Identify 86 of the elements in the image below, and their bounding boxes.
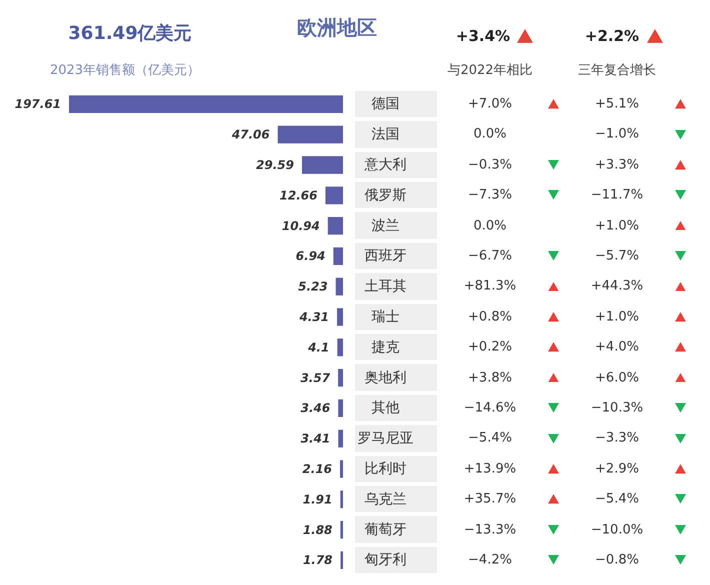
data-label: 197.61 — [14, 96, 62, 111]
text: +3.4% — [456, 27, 510, 45]
y-tick-label: 法国 — [371, 126, 400, 142]
bar — [336, 278, 343, 296]
text: −5.4% — [468, 430, 512, 446]
bar — [338, 368, 343, 386]
data-label: 3.41 — [300, 431, 330, 446]
text: +7.0% — [468, 96, 512, 112]
data-label: 1.78 — [302, 552, 333, 567]
text: 三年复合增长 — [578, 62, 656, 79]
chart-title: 欧洲地区 — [297, 14, 377, 42]
y-tick-label: 德国 — [371, 96, 400, 112]
text: −10.0% — [590, 522, 644, 538]
text: +3.8% — [468, 370, 512, 386]
text: −6.7% — [468, 248, 512, 264]
data-label: 47.06 — [230, 127, 270, 142]
data-label: 4.31 — [298, 310, 330, 324]
text: +1.0% — [595, 218, 639, 234]
text: −5.4% — [595, 492, 639, 507]
bar — [278, 126, 343, 144]
text: −7.3% — [468, 188, 512, 203]
bar — [69, 95, 343, 113]
text: −0.8% — [595, 552, 639, 568]
data-label: 3.46 — [300, 400, 330, 415]
text: −4.2% — [468, 552, 512, 568]
text: +6.0% — [595, 370, 639, 386]
text: −0.3% — [468, 157, 512, 172]
data-label: 12.66 — [280, 188, 318, 202]
bar — [340, 520, 343, 538]
y-tick-label: 西班牙 — [364, 248, 406, 264]
text: +1.0% — [595, 309, 639, 324]
data-label: 3.57 — [300, 370, 331, 385]
text: −5.7% — [595, 248, 639, 264]
text: +0.8% — [468, 309, 512, 324]
text: 2023年销售额（亿美元） — [50, 62, 200, 79]
text: 0.0% — [473, 218, 507, 234]
text: +0.2% — [468, 340, 512, 355]
text: −10.3% — [590, 400, 644, 416]
text: −13.3% — [464, 522, 516, 538]
data-label: 1.91 — [302, 492, 332, 506]
bar — [338, 399, 343, 417]
text: 与2022年相比 — [447, 62, 533, 79]
data-label: 1.88 — [302, 522, 332, 537]
text: +2.9% — [595, 461, 639, 476]
y-tick-label: 葡萄牙 — [364, 522, 406, 538]
bar — [328, 216, 343, 234]
data-label: 4.1 — [307, 340, 330, 354]
y-tick-label: 土耳其 — [364, 278, 406, 294]
y-tick-label: 俄罗斯 — [364, 187, 406, 204]
data-label: 10.94 — [282, 218, 320, 233]
y-tick-label: 匈牙利 — [364, 552, 406, 568]
y-tick-label: 瑞士 — [371, 308, 400, 325]
text: 361.49亿美元 — [68, 22, 192, 45]
text: −3.3% — [595, 430, 639, 446]
text: 0.0% — [473, 126, 507, 142]
data-label: 6.94 — [296, 248, 326, 263]
bar — [340, 460, 343, 478]
text: +13.9% — [464, 461, 516, 476]
text: +2.2% — [584, 27, 640, 45]
y-tick-label: 罗马尼亚 — [357, 430, 414, 446]
y-tick-label: 比利时 — [364, 460, 406, 477]
bar — [337, 338, 343, 356]
text: +35.7% — [464, 492, 516, 507]
text: +4.0% — [595, 340, 639, 355]
bar — [333, 247, 343, 265]
y-tick-label: 其他 — [371, 400, 400, 416]
y-tick-label: 奥地利 — [364, 370, 406, 386]
text: +5.1% — [595, 96, 639, 112]
y-tick-label: 意大利 — [363, 156, 406, 173]
text: −1.0% — [595, 126, 639, 142]
text: +81.3% — [464, 278, 516, 294]
y-tick-label: 乌克兰 — [364, 491, 406, 508]
y-tick-label: 捷克 — [371, 339, 400, 356]
data-label: 29.59 — [256, 158, 294, 172]
bar — [338, 430, 343, 448]
bar — [340, 490, 343, 508]
text: −11.7% — [590, 188, 644, 203]
text: +3.3% — [595, 157, 639, 172]
data-label: 5.23 — [298, 279, 328, 294]
data-label: 2.16 — [302, 462, 332, 476]
bar — [302, 156, 343, 174]
text: −14.6% — [464, 400, 516, 416]
y-tick-label: 波兰 — [371, 218, 400, 234]
text: +44.3% — [590, 278, 644, 294]
bar — [325, 186, 343, 204]
bar — [337, 308, 343, 326]
